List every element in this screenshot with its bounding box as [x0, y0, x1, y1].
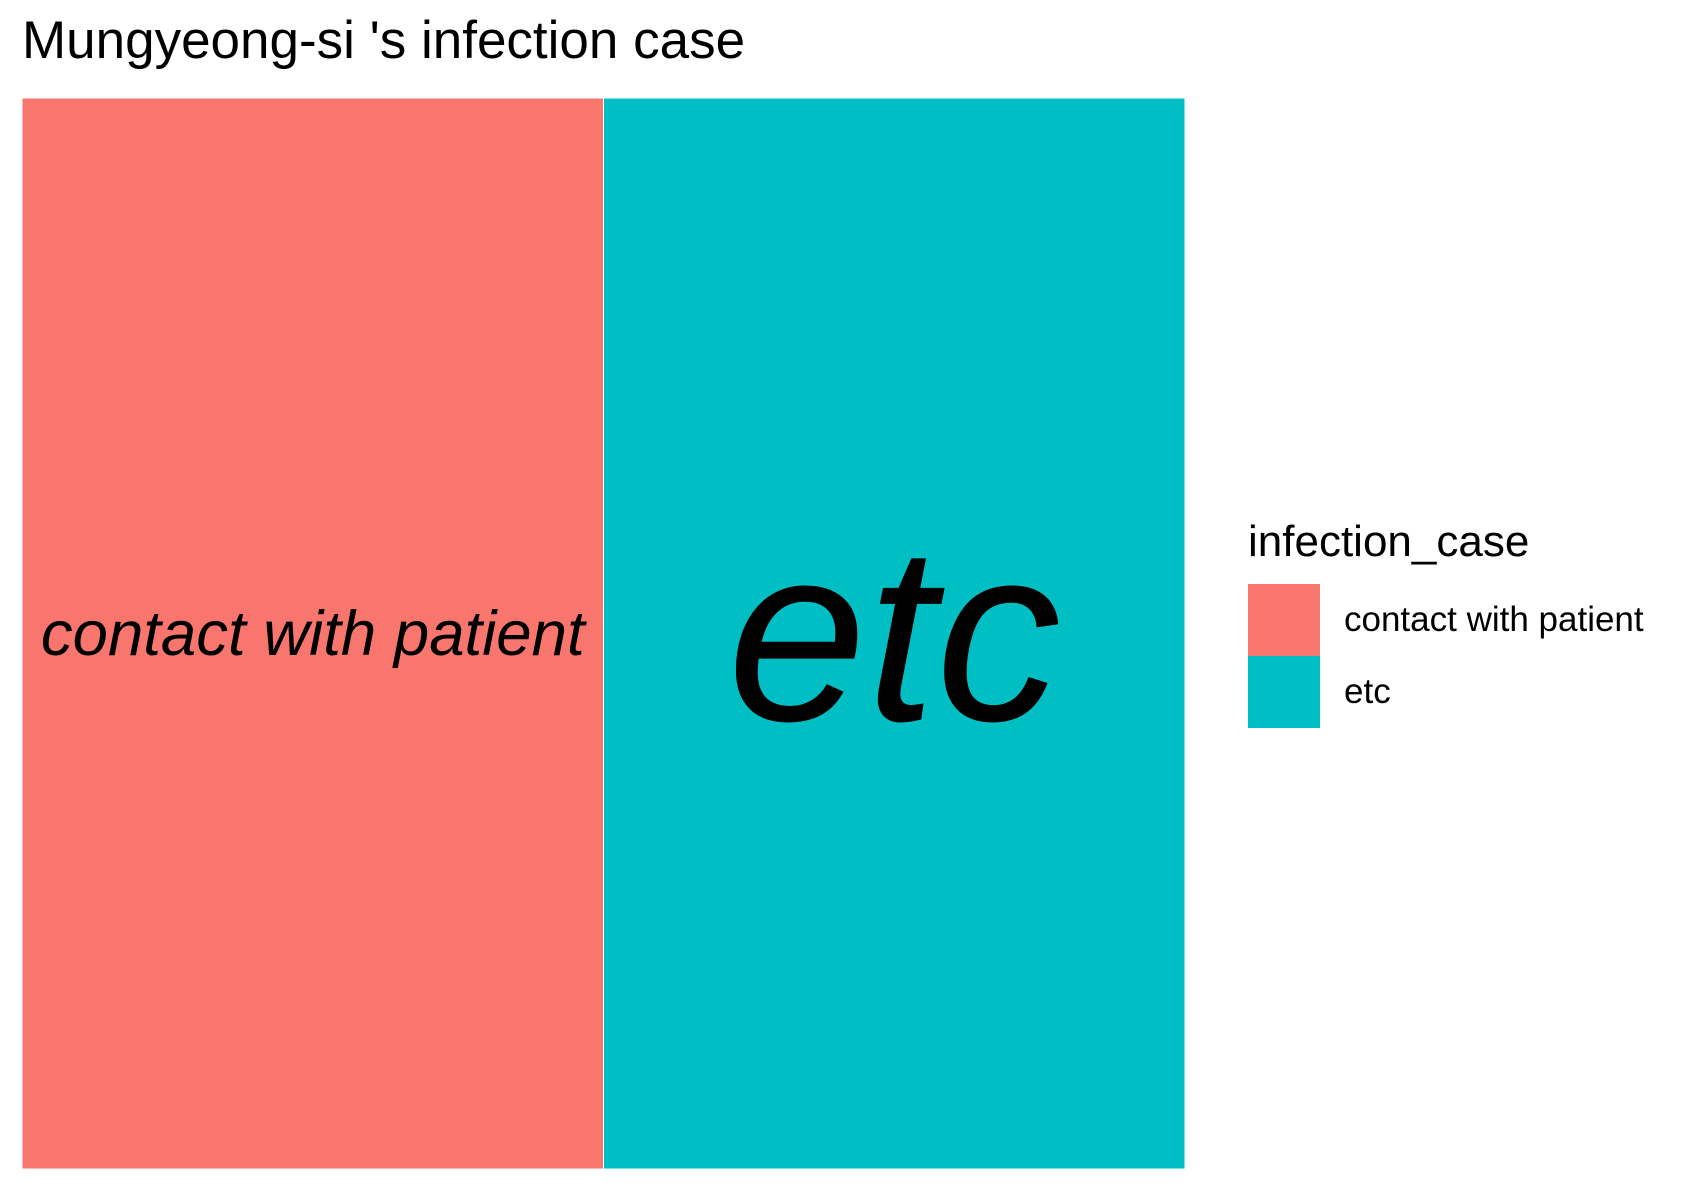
treemap-tile-contact-with-patient	[21, 97, 604, 1170]
legend-label-contact-with-patient: contact with patient	[1344, 600, 1644, 639]
treemap-tile-etc	[603, 97, 1186, 1170]
legend-swatch-etc	[1248, 656, 1320, 728]
treemap-label-etc: etc	[728, 494, 1062, 773]
legend-swatch-contact-with-patient	[1248, 584, 1320, 656]
legend-label-etc: etc	[1344, 672, 1391, 711]
legend: infection_case contact with patient etc	[1248, 520, 1644, 728]
legend-title: infection_case	[1248, 517, 1530, 566]
treemap-label-contact-with-patient: contact with patient	[41, 598, 587, 669]
legend-item-etc: etc	[1248, 656, 1644, 728]
legend-item-contact-with-patient: contact with patient	[1248, 584, 1644, 656]
chart-title: Mungyeong-si 's infection case	[22, 11, 746, 70]
